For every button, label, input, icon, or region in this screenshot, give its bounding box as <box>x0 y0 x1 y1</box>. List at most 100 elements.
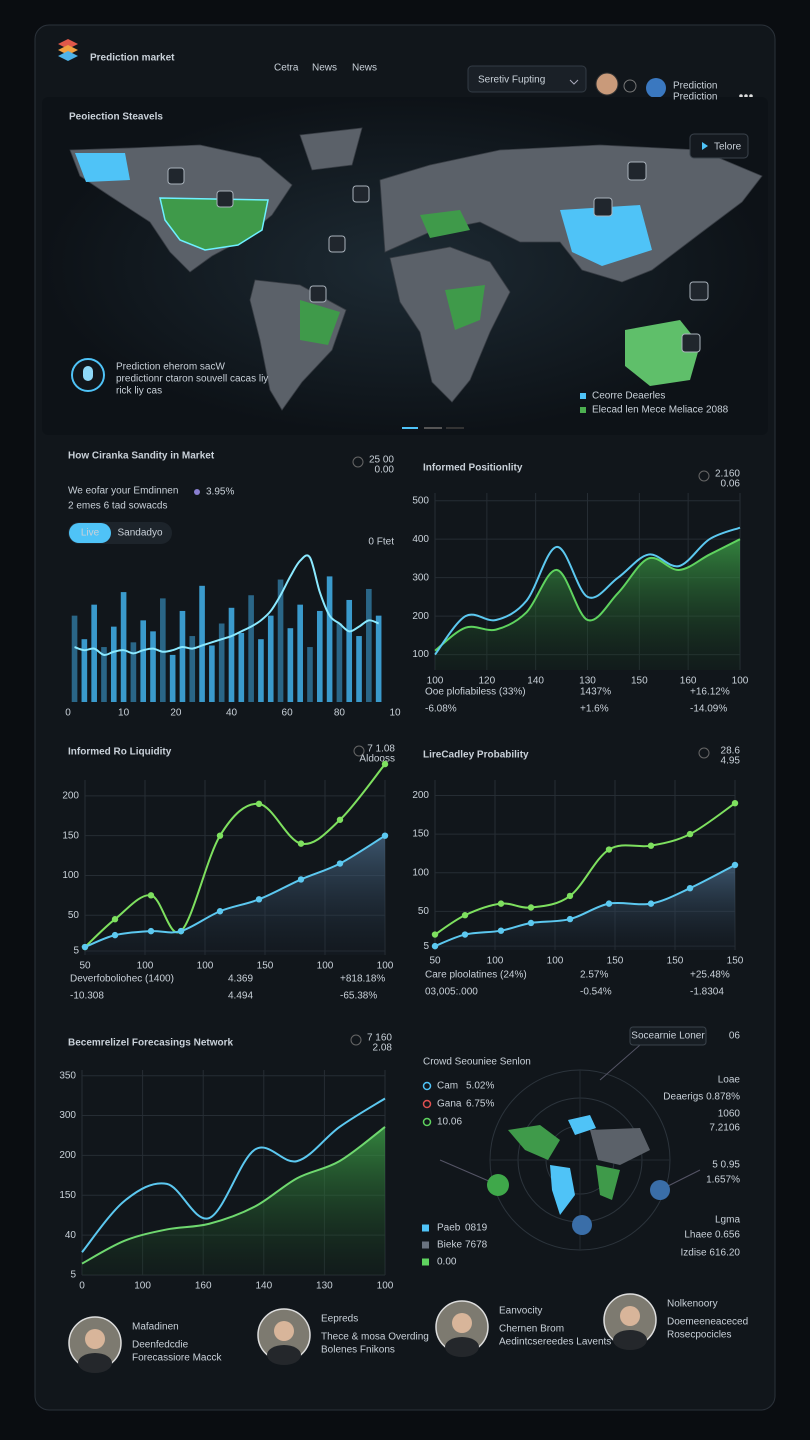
y-tick-label: 100 <box>412 649 429 660</box>
crowd-globe <box>439 1026 707 1251</box>
bar <box>307 647 313 702</box>
bar <box>248 595 254 702</box>
y-tick-label: 200 <box>59 1150 76 1161</box>
line <box>434 538 741 652</box>
menu-dots[interactable] <box>739 94 753 98</box>
x-tick-label: 140 <box>527 676 544 687</box>
x-tick-label: 60 <box>282 708 294 719</box>
point <box>461 912 469 919</box>
y-tick-label: 150 <box>59 1190 76 1201</box>
y-tick-label: 400 <box>412 534 429 545</box>
world-map <box>42 97 768 435</box>
legend-label: Ceorre Deaerles <box>592 391 665 402</box>
bar <box>120 592 127 702</box>
panel-stat: Izdise 616.20 <box>681 1248 741 1259</box>
person-detail: Doemeeneaceced <box>667 1317 748 1328</box>
y-tick-label: 5 <box>70 1270 76 1281</box>
panel-stat: Loae <box>718 1075 741 1086</box>
line <box>81 1097 386 1253</box>
corner-value: 4.95 <box>721 756 741 767</box>
bar <box>267 615 274 702</box>
user-role: Prediction <box>673 92 717 103</box>
badge: 06 <box>729 1031 741 1042</box>
bar <box>238 632 245 702</box>
legend-swatch <box>422 1258 429 1266</box>
point <box>147 927 155 935</box>
x-tick-label: 100 <box>377 1281 394 1292</box>
point <box>686 884 694 892</box>
area <box>82 1126 385 1275</box>
legend-value: 0819 <box>465 1223 488 1234</box>
bar <box>179 610 186 702</box>
search-box[interactable] <box>467 65 587 93</box>
person-name: Nolkenoory <box>667 1299 718 1310</box>
legend-value: 0.00 <box>437 1257 457 1268</box>
legend-swatch <box>580 407 586 413</box>
legend-label: Cam <box>437 1081 458 1092</box>
map-title: Peoiection Steavels <box>69 112 163 123</box>
avatar-body <box>445 1337 479 1357</box>
point <box>111 931 119 939</box>
bar <box>140 620 147 702</box>
point <box>497 927 505 934</box>
bar <box>316 610 323 702</box>
point <box>297 840 305 847</box>
x-tick-label: 150 <box>631 676 648 687</box>
nav-link[interactable]: Cetra <box>274 63 299 74</box>
x-tick-label: 100 <box>377 961 394 972</box>
y-tick-label: 40 <box>65 1230 77 1241</box>
y-tick-label: 300 <box>59 1110 76 1121</box>
corner-value: 2.160 <box>715 469 740 480</box>
stat-value: -65.38% <box>340 991 377 1002</box>
person-detail: Forecassiore Macck <box>132 1353 222 1364</box>
nav-link[interactable]: News <box>312 63 337 74</box>
avatar-body <box>613 1330 647 1350</box>
x-tick-label: 50 <box>79 961 91 972</box>
x-tick-label: 100 <box>427 676 444 687</box>
bar <box>189 636 196 702</box>
x-tick-label: 20 <box>170 708 182 719</box>
legend-label: Elecad len Mece Meliace 2088 <box>592 405 729 416</box>
bar <box>110 626 117 702</box>
stat-value: -6.08% <box>425 704 457 715</box>
point <box>497 900 505 907</box>
area <box>435 539 740 670</box>
x-tick-label: 140 <box>255 1281 272 1292</box>
y-tick-label: 50 <box>418 906 430 917</box>
point <box>297 876 305 883</box>
bar <box>169 654 176 702</box>
point <box>431 931 439 938</box>
stat-value: +818.18% <box>340 974 385 985</box>
legend-dot <box>422 1117 432 1127</box>
y-tick-label: 5 <box>73 946 79 957</box>
avatar[interactable] <box>595 72 619 96</box>
toggle-active[interactable] <box>69 523 111 543</box>
bar <box>209 645 215 702</box>
y-tick-label: 5 <box>423 941 429 952</box>
legend-swatch <box>422 1224 429 1232</box>
subtitle-value: 3.95% <box>206 487 234 498</box>
person-detail: Aedintcsereedes Lavents <box>499 1337 611 1348</box>
x-tick-label: 150 <box>727 956 744 967</box>
person-detail: Rosecpocicles <box>667 1330 731 1341</box>
x-tick-label: 150 <box>667 956 684 967</box>
chart-title: Informed Ro Liquidity <box>68 747 172 758</box>
corner-value: 7 1.08 <box>367 744 395 755</box>
x-tick-label: 10 <box>389 708 401 719</box>
stat-value: -14.09% <box>690 704 727 715</box>
chart-title: How Ciranka Sandity in Market <box>68 451 215 462</box>
corner-icon <box>698 747 710 759</box>
chart-title: Informed Positionlity <box>423 463 523 474</box>
nav-link[interactable]: News <box>352 63 377 74</box>
legend-label: Paeb <box>437 1223 461 1234</box>
corner-value: 2.08 <box>373 1043 393 1054</box>
y-tick-label: 350 <box>59 1070 76 1081</box>
icon <box>623 79 637 93</box>
panel-button[interactable]: Socearnie Loner <box>631 1031 705 1042</box>
avatar[interactable] <box>646 78 666 98</box>
person-name: Mafadinen <box>132 1322 179 1333</box>
bar <box>375 615 382 702</box>
map-button[interactable]: Telore <box>714 142 742 153</box>
legend-label: Bieke <box>437 1240 462 1251</box>
corner-value: 25 00 <box>369 455 394 466</box>
